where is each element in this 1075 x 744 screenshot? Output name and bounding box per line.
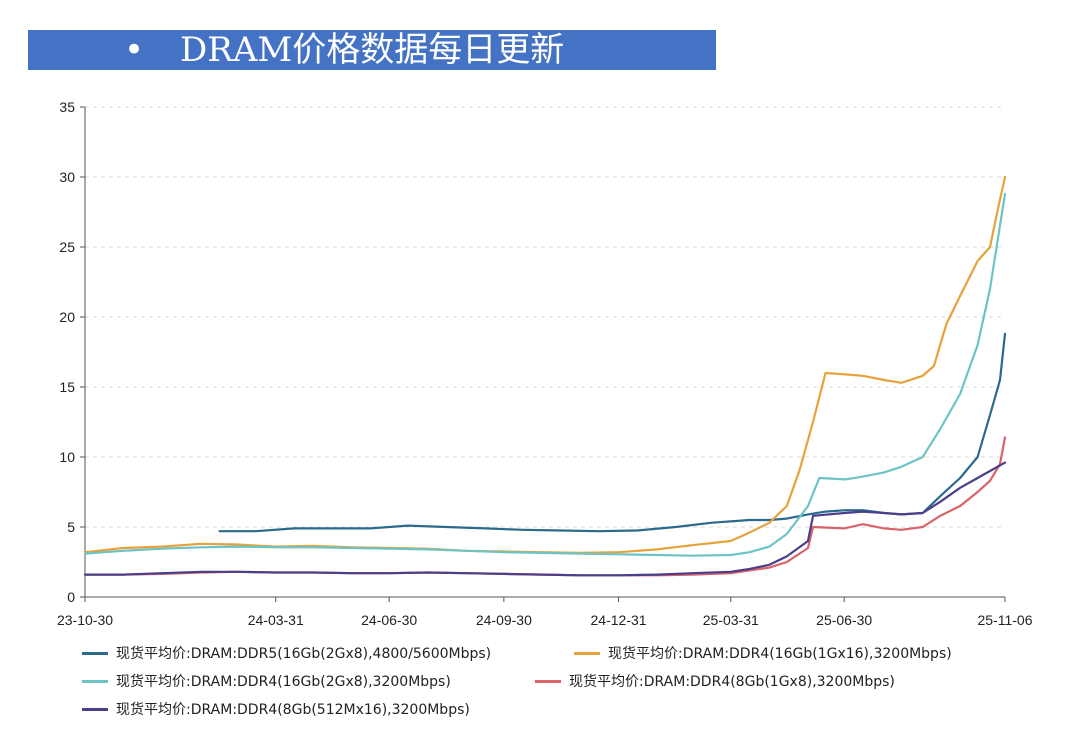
title-banner: • DRAM价格数据每日更新 bbox=[28, 30, 716, 70]
x-tick-label: 25-03-31 bbox=[703, 612, 759, 628]
legend-item[interactable]: 现货平均价:DRAM:DDR4(8Gb(512Mx16),3200Mbps) bbox=[82, 700, 470, 720]
x-tick-label: 24-06-30 bbox=[361, 612, 417, 628]
legend-swatch bbox=[82, 679, 108, 683]
page-title: DRAM价格数据每日更新 bbox=[180, 30, 565, 70]
legend-label: 现货平均价:DRAM:DDR4(16Gb(1Gx16),3200Mbps) bbox=[608, 646, 952, 662]
series-line-4 bbox=[83, 436, 1007, 577]
x-tick-label: 23-10-30 bbox=[57, 612, 113, 628]
x-tick-label: 25-06-30 bbox=[816, 612, 872, 628]
y-tick-label: 35 bbox=[59, 99, 75, 115]
legend-label: 现货平均价:DRAM:DDR4(8Gb(512Mx16),3200Mbps) bbox=[116, 702, 470, 718]
y-tick-label: 0 bbox=[67, 589, 75, 605]
series-line-3 bbox=[83, 192, 1007, 557]
legend-label: 现货平均价:DRAM:DDR4(8Gb(1Gx8),3200Mbps) bbox=[569, 674, 895, 690]
legend-item[interactable]: 现货平均价:DRAM:DDR4(16Gb(1Gx16),3200Mbps) bbox=[574, 644, 952, 664]
series-line-5 bbox=[83, 461, 1007, 577]
y-tick-label: 25 bbox=[59, 239, 75, 255]
legend-item[interactable]: 现货平均价:DRAM:DDR4(8Gb(1Gx8),3200Mbps) bbox=[535, 672, 895, 692]
x-tick-label: 24-09-30 bbox=[476, 612, 532, 628]
legend-label: 现货平均价:DRAM:DDR4(16Gb(2Gx8),3200Mbps) bbox=[116, 674, 451, 690]
y-tick-label: 15 bbox=[59, 379, 75, 395]
legend-swatch bbox=[82, 651, 108, 655]
legend-item[interactable]: 现货平均价:DRAM:DDR5(16Gb(2Gx8),4800/5600Mbps… bbox=[82, 644, 491, 664]
line-chart: 0 5 10 15 20 25 30 35 23-10-30 24-03-31 24-06-30 24… bbox=[57, 99, 1033, 628]
legend-item[interactable]: 现货平均价:DRAM:DDR4(16Gb(2Gx8),3200Mbps) bbox=[82, 672, 451, 692]
x-tick-label: 24-12-31 bbox=[591, 612, 647, 628]
legend-swatch bbox=[535, 679, 561, 683]
legend-label: 现货平均价:DRAM:DDR5(16Gb(2Gx8),4800/5600Mbps… bbox=[116, 646, 492, 662]
y-tick-label: 5 bbox=[67, 519, 75, 535]
series-line-2 bbox=[83, 175, 1007, 554]
title-bullet: • bbox=[124, 30, 145, 70]
legend-swatch bbox=[82, 707, 108, 711]
x-tick-label: 25-11-06 bbox=[977, 612, 1032, 628]
x-tick-label: 24-03-31 bbox=[248, 612, 304, 628]
y-tick-label: 30 bbox=[59, 169, 75, 185]
y-tick-label: 10 bbox=[59, 449, 75, 465]
y-tick-label: 20 bbox=[59, 309, 75, 325]
legend-swatch bbox=[574, 651, 600, 655]
series-line-1 bbox=[218, 332, 1007, 533]
